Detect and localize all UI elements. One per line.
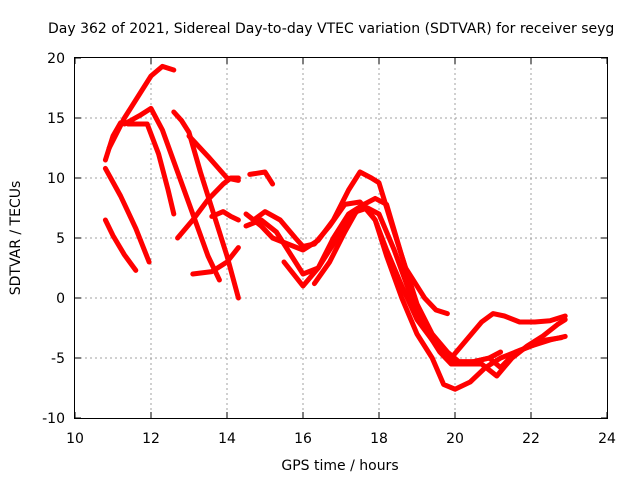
plot-frame — [74, 57, 608, 419]
series-line-arc-17 — [311, 205, 568, 379]
x-tick-label: 16 — [294, 431, 312, 447]
series-line-arc-11 — [186, 133, 241, 183]
series-line-arc-9 — [190, 245, 241, 277]
y-tick-label: 0 — [56, 291, 65, 307]
y-tick-label: -5 — [51, 351, 65, 367]
series-line-arc-7 — [171, 109, 241, 301]
x-tick-label: 14 — [218, 431, 236, 447]
series-line-arc-6 — [121, 105, 222, 283]
series-line-arc-10 — [209, 209, 241, 223]
y-tick-label: 5 — [56, 231, 65, 247]
y-tick-label: -10 — [42, 411, 65, 427]
series-line-arc-12 — [247, 169, 276, 187]
y-axis-label: SDTVAR / TECUs — [8, 181, 24, 296]
x-tick-label: 12 — [142, 431, 160, 447]
x-tick-label: 22 — [522, 431, 540, 447]
y-tick-label: 15 — [47, 111, 65, 127]
series-line-arc-5 — [106, 63, 177, 151]
series-line-arc-16 — [281, 201, 568, 392]
series-line-arc-18 — [448, 311, 568, 361]
axis-ticks: 10 12 14 16 18 20 22 24 -10 -5 0 5 10 15 20 — [42, 51, 616, 447]
chart-title: Day 362 of 2021, Sidereal Day-to-day VTE… — [48, 21, 614, 37]
x-tick-label: 18 — [370, 431, 388, 447]
series-line-arc-1 — [102, 217, 139, 273]
series-line-arc-8 — [175, 175, 241, 241]
series-line-arc-2 — [102, 165, 152, 265]
series-line-arc-4 — [125, 121, 177, 217]
x-axis-label: GPS time / hours — [281, 458, 398, 474]
y-tick-label: 20 — [47, 51, 65, 67]
y-tick-label: 10 — [47, 171, 65, 187]
x-tick-label: 24 — [598, 431, 616, 447]
series-group — [102, 63, 568, 392]
series-line-arc-13 — [243, 169, 450, 317]
x-tick-label: 10 — [66, 431, 84, 447]
x-tick-label: 20 — [446, 431, 464, 447]
